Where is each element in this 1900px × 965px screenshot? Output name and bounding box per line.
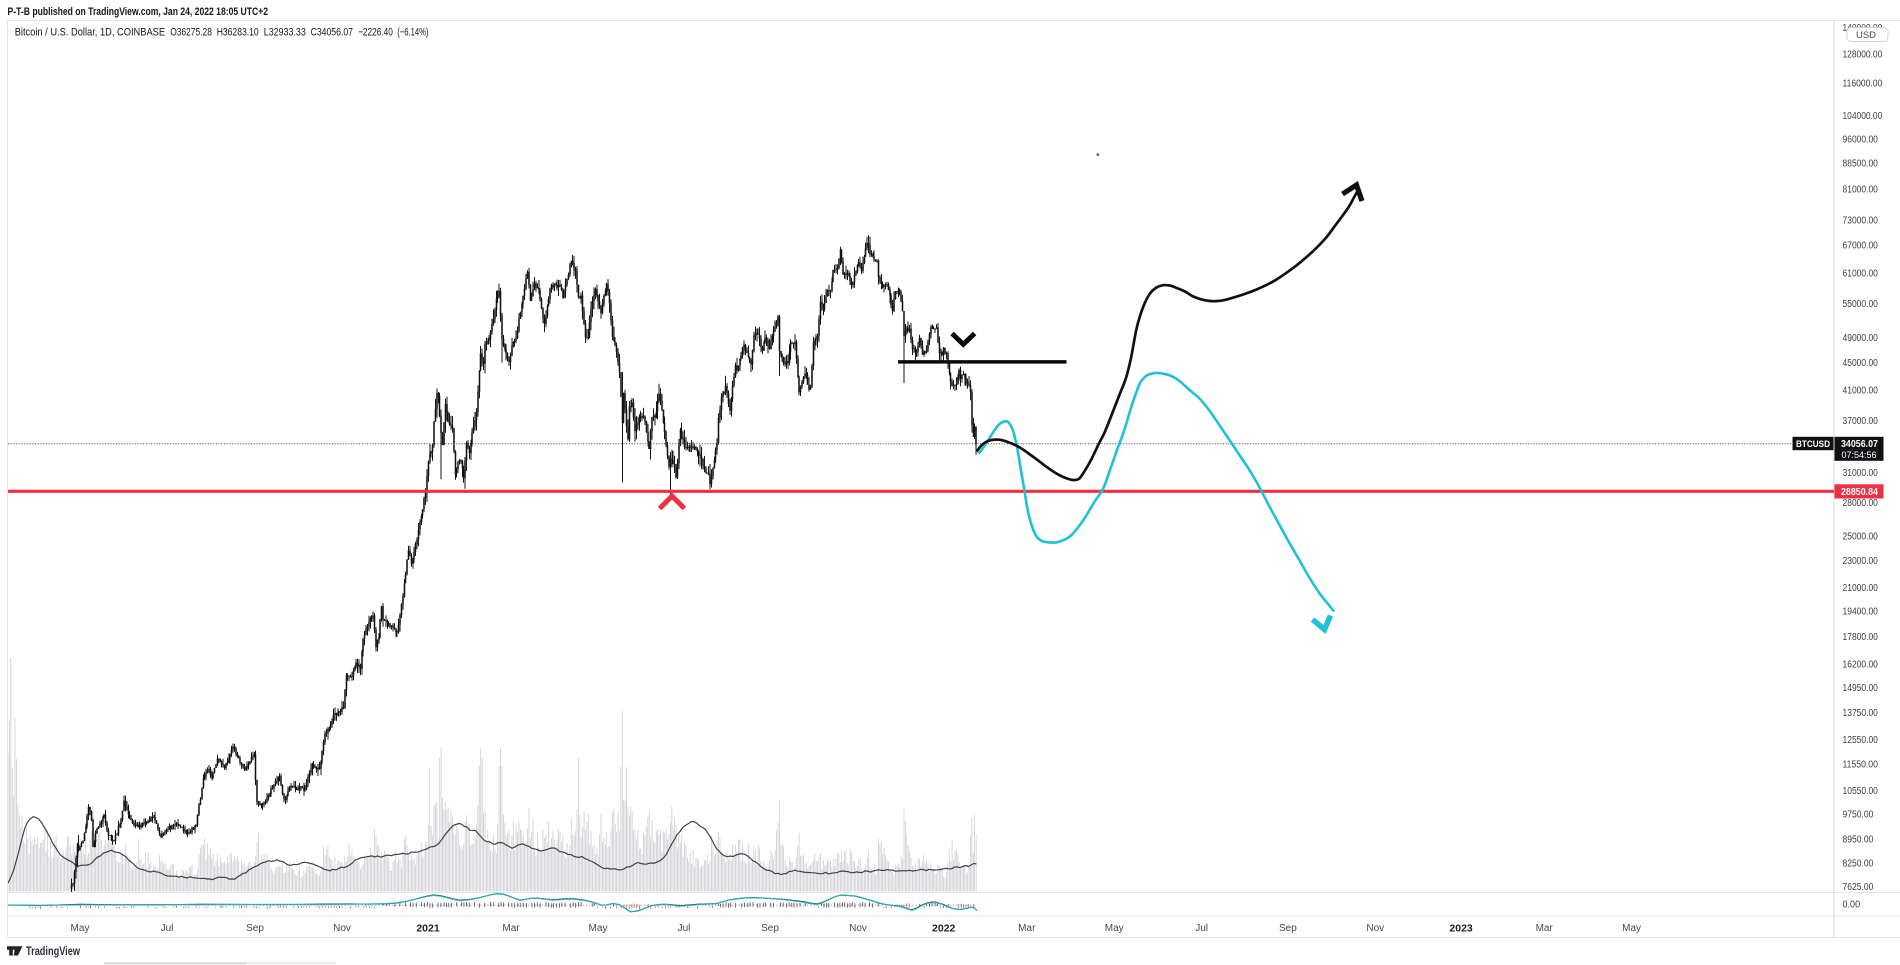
- svg-text:Mar: Mar: [502, 923, 520, 934]
- svg-text:28850.84: 28850.84: [1841, 487, 1878, 498]
- svg-text:L32933.33: L32933.33: [264, 27, 306, 39]
- svg-text:13750.00: 13750.00: [1843, 708, 1879, 719]
- svg-text:55000.00: 55000.00: [1843, 299, 1879, 310]
- svg-text:116000.00: 116000.00: [1843, 79, 1883, 90]
- svg-text:12550.00: 12550.00: [1843, 735, 1879, 746]
- svg-text:10550.00: 10550.00: [1843, 786, 1879, 797]
- svg-text:P-T-B published on TradingView: P-T-B published on TradingView.com, Jan …: [8, 6, 269, 18]
- svg-text:May: May: [589, 923, 608, 934]
- svg-text:37000.00: 37000.00: [1843, 416, 1879, 427]
- svg-text:19400.00: 19400.00: [1843, 606, 1879, 617]
- svg-text:May: May: [1105, 923, 1124, 934]
- svg-text:Nov: Nov: [1366, 923, 1384, 934]
- svg-text:2022: 2022: [932, 923, 956, 935]
- svg-text:Nov: Nov: [333, 923, 351, 934]
- svg-text:34056.07: 34056.07: [1841, 439, 1878, 450]
- svg-text:BTCUSD: BTCUSD: [1796, 439, 1830, 450]
- svg-text:May: May: [71, 923, 90, 934]
- svg-text:11550.00: 11550.00: [1843, 759, 1879, 770]
- svg-text:67000.00: 67000.00: [1843, 241, 1879, 252]
- svg-text:USD: USD: [1856, 30, 1876, 41]
- svg-text:Sep: Sep: [761, 923, 779, 934]
- svg-text:C34056.07: C34056.07: [311, 27, 353, 39]
- svg-text:17800.00: 17800.00: [1843, 632, 1879, 643]
- svg-text:Jul: Jul: [161, 923, 174, 934]
- svg-text:TradingView: TradingView: [26, 946, 80, 958]
- svg-text:Bitcoin / U.S. Dollar, 1D, COI: Bitcoin / U.S. Dollar, 1D, COINBASE: [15, 27, 165, 39]
- svg-text:104000.00: 104000.00: [1843, 111, 1883, 122]
- svg-text:9750.00: 9750.00: [1843, 809, 1874, 820]
- svg-text:2021: 2021: [416, 923, 440, 935]
- svg-text:45000.00: 45000.00: [1843, 358, 1879, 369]
- svg-text:2023: 2023: [1449, 923, 1473, 935]
- svg-text:−2226.40: −2226.40: [358, 27, 393, 39]
- svg-text:21000.00: 21000.00: [1843, 583, 1879, 594]
- svg-text:May: May: [1622, 923, 1641, 934]
- svg-text:49000.00: 49000.00: [1843, 333, 1879, 344]
- svg-text:0.00: 0.00: [1843, 900, 1861, 911]
- svg-text:31000.00: 31000.00: [1843, 468, 1879, 479]
- svg-text:7625.00: 7625.00: [1843, 882, 1874, 893]
- svg-text:96000.00: 96000.00: [1843, 135, 1879, 146]
- svg-text:Jul: Jul: [678, 923, 691, 934]
- svg-text:07:54:56: 07:54:56: [1842, 450, 1877, 461]
- svg-text:14950.00: 14950.00: [1843, 683, 1879, 694]
- svg-text:8250.00: 8250.00: [1843, 859, 1874, 870]
- svg-text:(−6.14%): (−6.14%): [397, 27, 428, 39]
- svg-text:41000.00: 41000.00: [1843, 386, 1879, 397]
- svg-text:Sep: Sep: [246, 923, 264, 934]
- svg-text:28000.00: 28000.00: [1843, 498, 1879, 509]
- svg-text:Sep: Sep: [1279, 923, 1297, 934]
- svg-text:128000.00: 128000.00: [1843, 50, 1883, 61]
- svg-text:73000.00: 73000.00: [1843, 215, 1879, 226]
- svg-text:81000.00: 81000.00: [1843, 185, 1879, 196]
- svg-text:O36275.28: O36275.28: [170, 27, 212, 39]
- svg-text:Nov: Nov: [849, 923, 867, 934]
- svg-text:61000.00: 61000.00: [1843, 268, 1879, 279]
- svg-text:23000.00: 23000.00: [1843, 556, 1879, 567]
- svg-text:Mar: Mar: [1536, 923, 1554, 934]
- svg-text:16200.00: 16200.00: [1843, 660, 1879, 671]
- svg-text:88500.00: 88500.00: [1843, 159, 1879, 170]
- svg-text:8950.00: 8950.00: [1843, 835, 1874, 846]
- svg-text:Mar: Mar: [1018, 923, 1036, 934]
- svg-text:H36283.10: H36283.10: [217, 27, 259, 39]
- svg-text:25000.00: 25000.00: [1843, 532, 1879, 543]
- svg-text:Jul: Jul: [1195, 923, 1208, 934]
